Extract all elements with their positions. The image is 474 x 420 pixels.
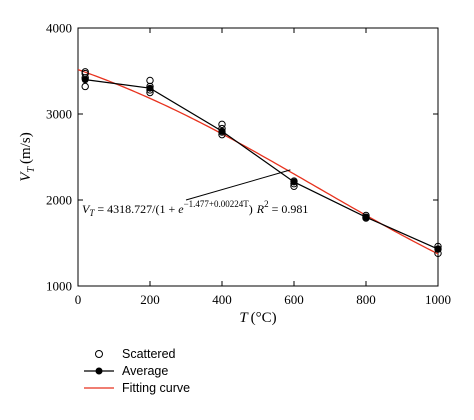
average-point [81, 76, 89, 84]
x-tick-label: 800 [356, 292, 376, 307]
x-tick-label: 1000 [425, 292, 451, 307]
legend: Scattered Average Fitting curve [84, 347, 190, 395]
scattered-point [434, 245, 442, 253]
legend-label-fitting-curve: Fitting curve [122, 381, 190, 395]
scattered-point [81, 69, 89, 78]
scatter-layer [81, 68, 442, 258]
x-tick-label: 600 [284, 292, 304, 307]
y-tick-label: 2000 [46, 193, 72, 208]
avg-layer [81, 76, 442, 253]
y-tick-label: 1000 [46, 279, 72, 294]
legend-label-average: Average [122, 364, 168, 378]
fitting-curve-line [77, 69, 439, 255]
equation-annotation: VT = 4318.727/(1 + e−1.477+0.00224T) R2 =… [82, 169, 308, 218]
average-line [85, 79, 439, 250]
x-tick-label: 200 [140, 292, 160, 307]
legend-item-fitting-curve: Fitting curve [84, 381, 190, 395]
y-tick-label: 3000 [46, 107, 72, 122]
annotation-leader-line [185, 169, 291, 201]
scattered-point [146, 88, 154, 97]
scattered-point [146, 76, 154, 85]
scattered-point [290, 179, 298, 188]
scattered-point [362, 214, 370, 222]
legend-marker-average [95, 367, 103, 375]
scattered-point [81, 74, 89, 82]
fit-layer [77, 69, 439, 255]
x-tick-label: 400 [212, 292, 232, 307]
annotation-text: VT = 4318.727/(1 + e−1.477+0.00224T) R2 =… [82, 199, 308, 218]
x-tick-label: 0 [75, 292, 82, 307]
scattered-point [81, 82, 89, 91]
legend-item-average: Average [84, 364, 168, 378]
y-tick-label: 4000 [46, 21, 72, 36]
scattered-point [290, 177, 298, 185]
legend-marker-scattered [95, 350, 103, 358]
x-axis-label: T (°C) [239, 310, 276, 326]
scattered-point [218, 120, 226, 129]
legend-item-scattered: Scattered [95, 347, 176, 361]
ticks-layer: 0 200 400 600 800 1000 1000 2000 3000 4000 [46, 21, 451, 308]
scattered-point [146, 86, 154, 94]
legend-label-scattered: Scattered [122, 347, 176, 361]
y-axis-label: VT(m/s) [18, 132, 37, 181]
scattered-point [218, 130, 226, 139]
scattered-point [218, 128, 226, 136]
plot-frame [77, 27, 439, 287]
scattered-point [434, 249, 442, 258]
scattered-point [290, 182, 298, 190]
